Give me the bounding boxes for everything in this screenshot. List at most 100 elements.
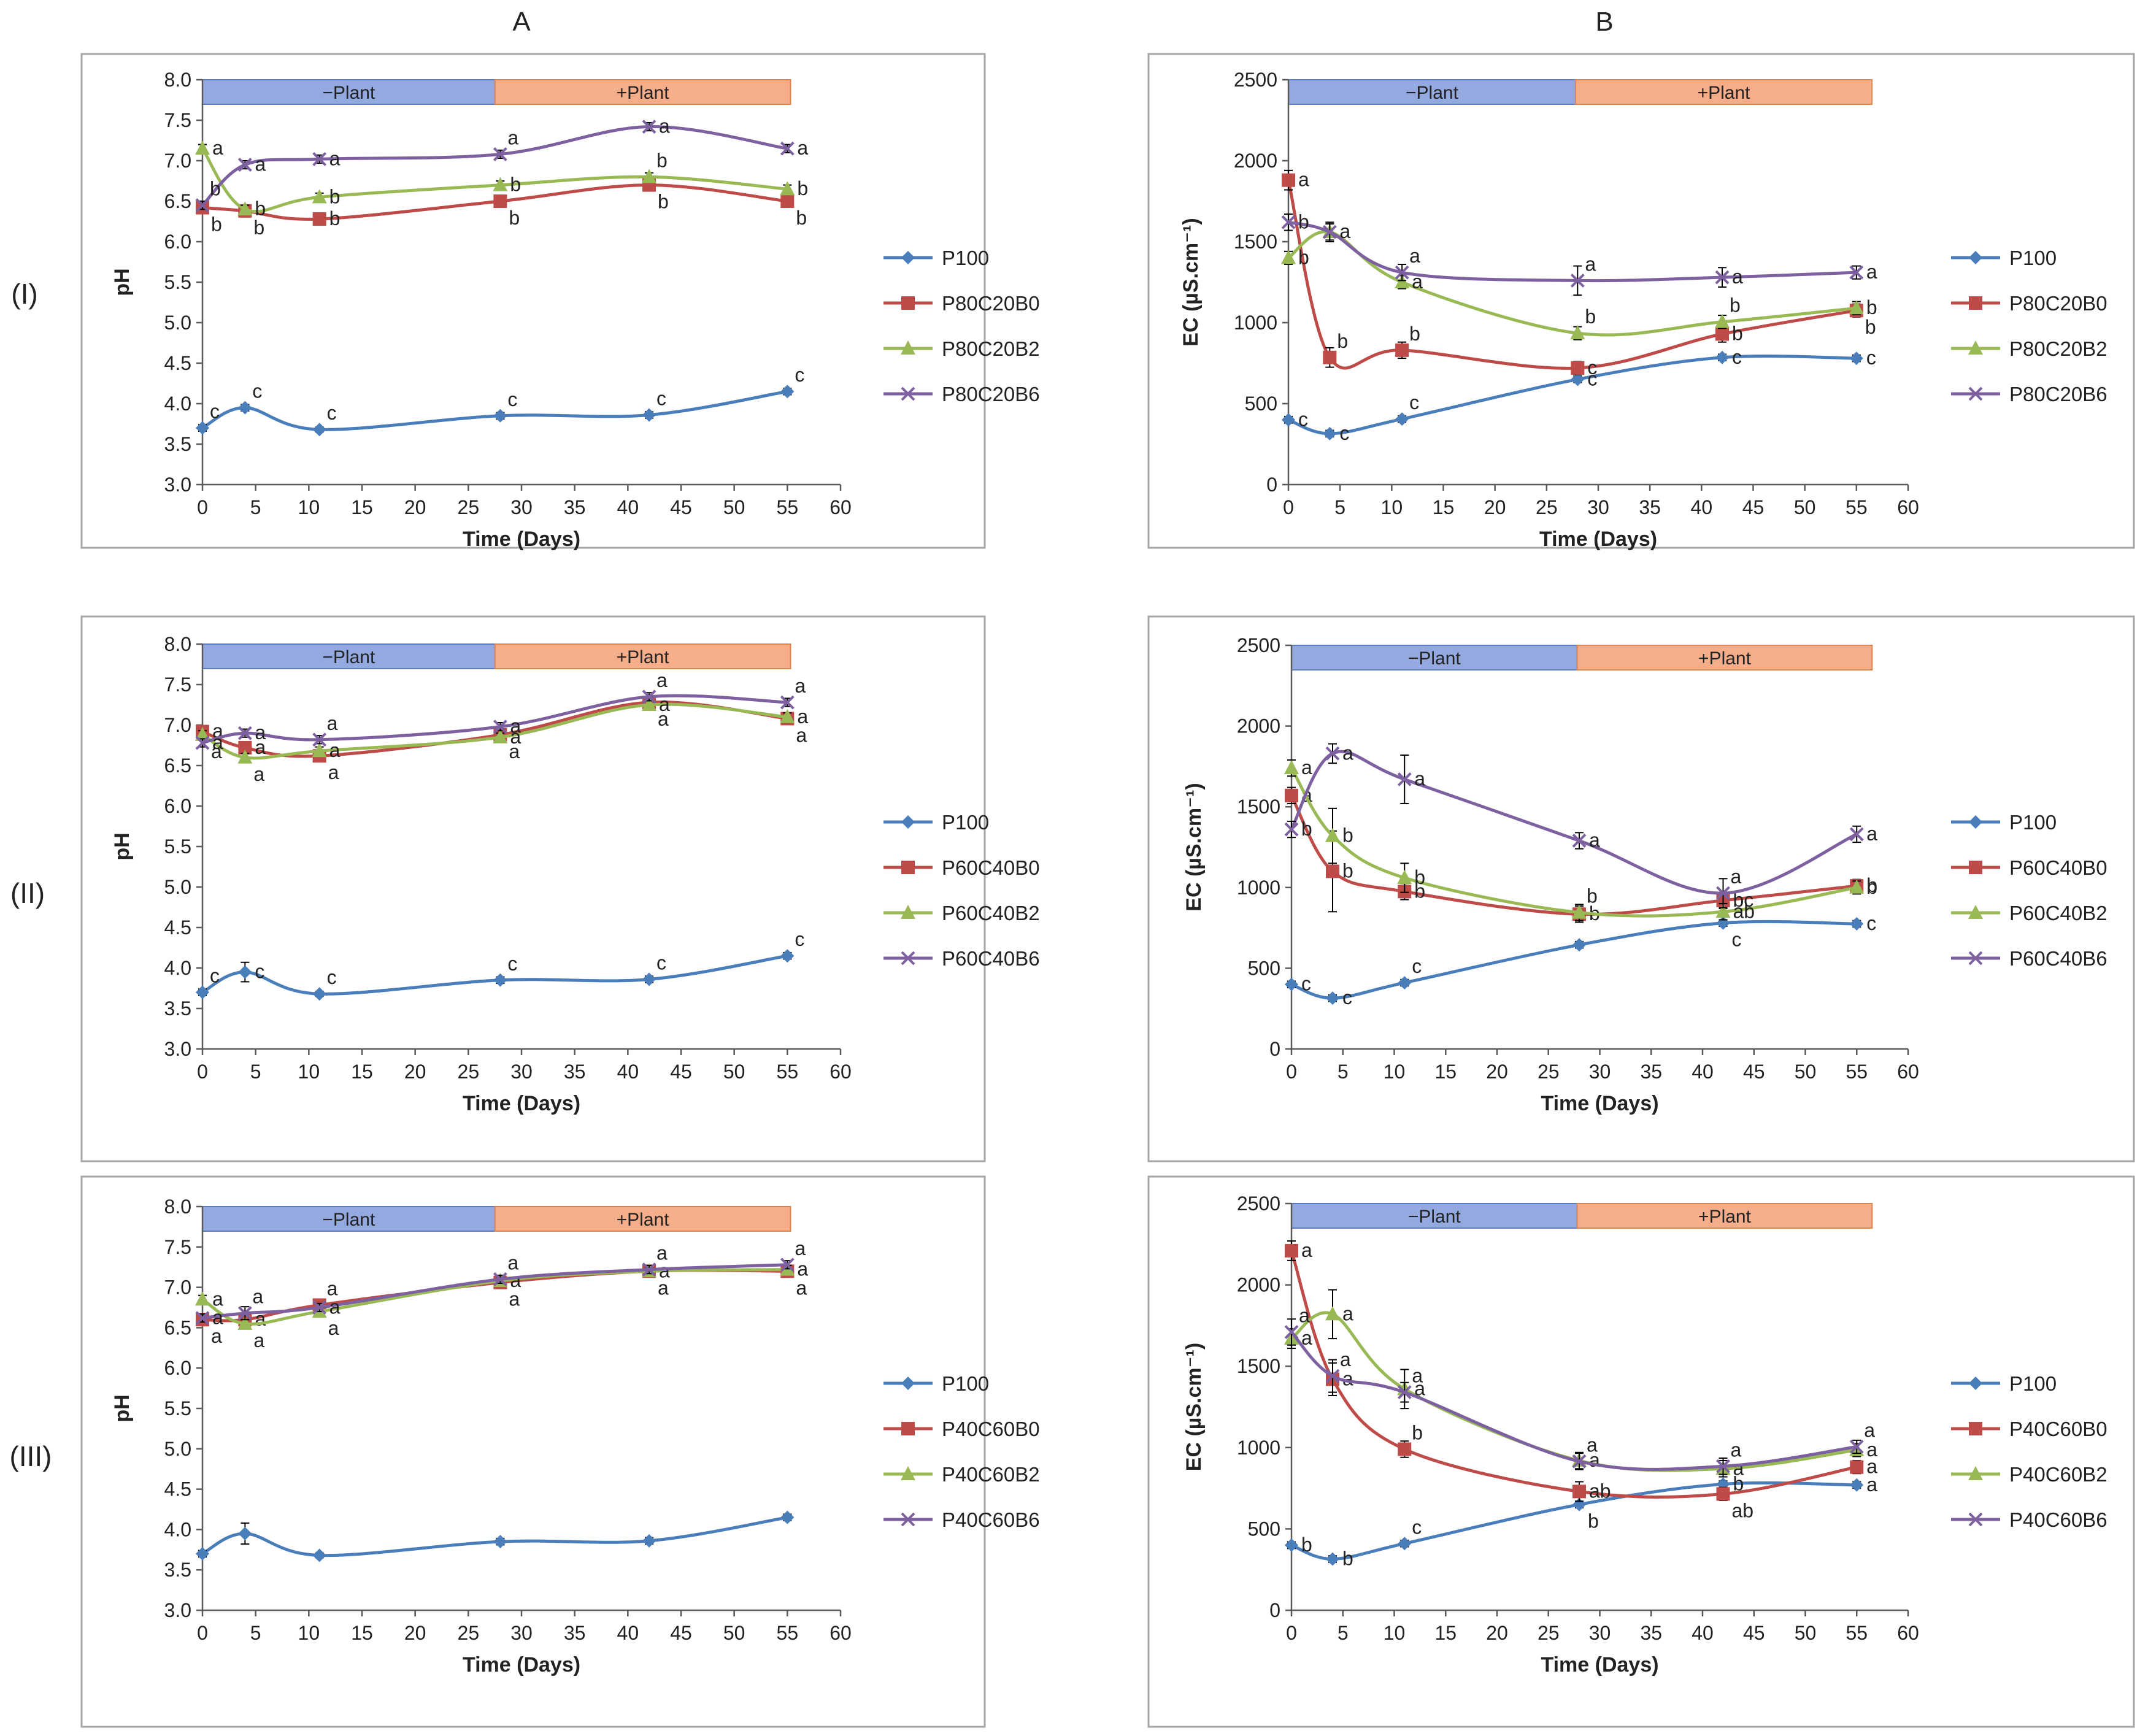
data-point: [780, 1258, 795, 1272]
legend-marker: [1969, 1377, 1982, 1390]
data-point: [1285, 788, 1298, 802]
x-tick-label: 60: [1897, 496, 1919, 518]
x-tick-label: 60: [829, 1061, 852, 1083]
significance-letter: a: [507, 126, 518, 148]
y-axis-title: pH: [110, 1394, 134, 1422]
legend-item: P60C40B2: [1951, 902, 2107, 924]
plant-band-label: +Plant: [1698, 1207, 1752, 1227]
x-tick-label: 5: [1334, 496, 1345, 518]
plant-band-label: +Plant: [1698, 83, 1751, 103]
legend-marker: [901, 1466, 915, 1480]
legend-marker: [1968, 1466, 1983, 1480]
significance-letter: c: [252, 380, 262, 402]
plant-band-plus: [494, 643, 791, 669]
legend-item: P100: [1951, 1372, 2057, 1395]
x-tick-label: 25: [1538, 1622, 1560, 1644]
data-point: [238, 740, 252, 755]
legend-item: P60C40B0: [883, 856, 1040, 879]
data-point-stroke-b: [1715, 270, 1730, 285]
data-point: [1323, 426, 1337, 440]
significance-letter: a: [1866, 261, 1877, 283]
y-tick-label: 5.5: [164, 835, 191, 858]
series-p80c20b0: ab bcb b: [1282, 169, 1876, 378]
y-tick-label: 3.5: [164, 1559, 191, 1581]
legend-label: P100: [2009, 247, 2057, 269]
significance-letter: ab: [1732, 1499, 1754, 1521]
y-tick-label: 1500: [1237, 1355, 1280, 1377]
data-point: [238, 1526, 252, 1540]
significance-letter: b: [1342, 859, 1353, 881]
data-point: [312, 987, 326, 1001]
y-tick-label: 4.0: [164, 957, 191, 979]
legend-item: P100: [883, 1372, 989, 1395]
data-point: [1325, 828, 1340, 842]
x-tick-label: 50: [723, 1061, 745, 1083]
significance-letter: a: [509, 1288, 520, 1310]
significance-letter: a: [1589, 829, 1600, 851]
y-tick-label: 7.0: [164, 1277, 191, 1299]
significance-letter: a: [1414, 767, 1425, 789]
legend-marker-stroke-b: [901, 951, 915, 966]
significance-letter: b: [1337, 330, 1348, 352]
y-tick-label: 3.0: [164, 1599, 191, 1621]
data-point-stroke-b: [1570, 273, 1585, 288]
data-point: [1716, 1487, 1730, 1501]
y-tick-label: 0: [1269, 1038, 1280, 1060]
significance-letter: b: [253, 217, 264, 239]
data-point: [1397, 1385, 1412, 1400]
data-point: [642, 972, 656, 986]
chart-frame: [1147, 615, 2135, 1162]
data-point-stroke-b: [195, 1311, 210, 1326]
significance-letter: a: [1731, 1438, 1742, 1461]
data-point: [1398, 1442, 1412, 1456]
x-tick-label: 0: [1283, 496, 1294, 518]
data-point: [780, 385, 795, 399]
data-point-stroke-b: [1281, 215, 1296, 229]
x-tick-label: 50: [1795, 1622, 1817, 1644]
legend-item: P80C20B6: [1951, 383, 2107, 405]
x-tick-label: 25: [1538, 1061, 1560, 1083]
significance-letter: b: [1865, 316, 1876, 338]
chart-frame: [80, 615, 986, 1162]
data-point-stroke-b: [237, 158, 252, 172]
chart-frame: [1147, 53, 2135, 549]
y-tick-label: 500: [1248, 957, 1280, 979]
x-tick-label: 0: [1286, 1622, 1297, 1644]
data-point-stroke-b: [493, 147, 507, 161]
significance-letter: a: [328, 761, 339, 783]
significance-letter: b: [510, 174, 521, 196]
data-point: [642, 408, 656, 422]
plant-band-minus: [202, 643, 496, 669]
y-tick-label: 6.0: [164, 231, 191, 253]
x-tick-label: 25: [458, 1061, 480, 1083]
data-point-stroke-b: [195, 735, 210, 750]
plant-band-label: −Plant: [1408, 1207, 1461, 1227]
legend-marker: [1969, 861, 1982, 874]
column-label-b: B: [1595, 7, 1613, 37]
data-point: [642, 1534, 656, 1548]
legend-marker: [901, 861, 915, 874]
legend-marker: [1968, 340, 1983, 355]
plant-band-label: −Plant: [1408, 648, 1461, 669]
significance-letter: a: [255, 736, 266, 758]
y-axis-title: EC (µS.cm⁻¹): [1182, 783, 1206, 911]
x-tick-label: 0: [197, 496, 208, 518]
chart-panel-b-i: −Plant +Plant 0 5 10 15 20 25 30 35 40 45 50 55 60 0 500…: [1147, 53, 2135, 551]
significance-letter: b: [1298, 210, 1309, 232]
y-tick-label: 7.0: [164, 714, 191, 736]
plant-band-label: +Plant: [617, 1210, 670, 1230]
significance-letter: a: [510, 726, 521, 748]
significance-letter: b: [211, 213, 222, 236]
data-point: [312, 732, 327, 747]
data-point: [1395, 265, 1409, 280]
data-point: [1849, 1440, 1864, 1454]
x-axis-title: Time (Days): [1539, 528, 1657, 551]
x-tick-label: 55: [1846, 1061, 1868, 1083]
legend-label: P80C20B0: [2009, 292, 2107, 315]
data-point: [195, 140, 210, 155]
plant-band-label: +Plant: [1698, 648, 1752, 669]
significance-letter: a: [212, 1288, 223, 1310]
data-point-stroke-b: [1322, 225, 1337, 239]
significance-letter: b: [1733, 1472, 1744, 1494]
data-point: [1395, 343, 1409, 357]
